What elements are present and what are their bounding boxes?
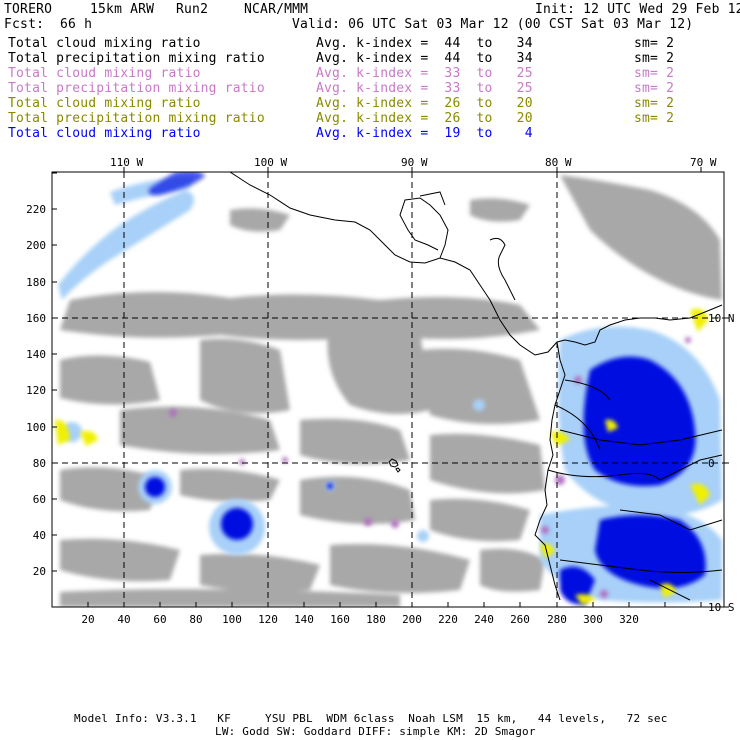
org-label: NCAR/MMM [244, 2, 309, 17]
y-tick-label: 160 [26, 312, 46, 325]
fcst-label: Fcst: [4, 17, 45, 32]
legend-sm: sm= 2 [634, 66, 675, 81]
legend-kindex: Avg. k-index = 26 to 20 [316, 111, 533, 126]
x-tick-label: 320 [619, 613, 639, 626]
y-tick-label: 180 [26, 276, 46, 289]
lat-lon-grid [52, 172, 724, 607]
model-name: TORERO [4, 2, 53, 17]
x-tick-label: 180 [366, 613, 386, 626]
x-axis-ticks: 20 40 60 80 100 120 140 160 180 200 220 … [81, 613, 639, 626]
legend-sm: sm= 2 [634, 51, 675, 66]
legend-sm: sm= 2 [634, 81, 675, 96]
valid-time: Valid: 06 UTC Sat 03 Mar 12 (00 CST Sat … [292, 17, 694, 32]
init-time: Init: 12 UTC Wed 29 Feb 12 [535, 2, 740, 17]
x-tick-label: 20 [81, 613, 94, 626]
model-info-line2: LW: Godd SW: Goddard DIFF: simple KM: 2D… [215, 725, 536, 738]
y-tick-label: 220 [26, 203, 46, 216]
x-tick-label: 120 [258, 613, 278, 626]
x-tick-label: 220 [438, 613, 458, 626]
legend-field: Total precipitation mixing ratio [8, 81, 265, 96]
lat-label: 0 [708, 457, 715, 470]
x-tick-label: 160 [330, 613, 350, 626]
legend-field: Total cloud mixing ratio [8, 126, 201, 141]
x-tick-label: 60 [153, 613, 166, 626]
x-tick-label: 100 [222, 613, 242, 626]
lat-label: 10 N [708, 312, 735, 325]
legend-sm: sm= 2 [634, 111, 675, 126]
x-tick-label: 280 [547, 613, 567, 626]
legend-field: Total cloud mixing ratio [8, 66, 201, 81]
lat-label: 10 S [708, 601, 735, 614]
lon-label: 90 W [401, 156, 428, 169]
tick-marks [52, 167, 729, 608]
fcst-hours: 66 h [60, 17, 93, 32]
y-tick-label: 200 [26, 239, 46, 252]
x-tick-label: 40 [117, 613, 130, 626]
y-tick-label: 100 [26, 421, 46, 434]
y-axis-ticks: 20 40 60 80 100 120 140 160 180 200 220 [26, 203, 46, 578]
longitude-labels: 110 W 100 W 90 W 80 W 70 W [110, 156, 717, 169]
legend-field: Total precipitation mixing ratio [8, 111, 265, 126]
legend-field: Total cloud mixing ratio [8, 36, 201, 51]
cloud-field-blue [145, 172, 706, 605]
model-resolution: 15km ARW [90, 2, 155, 17]
cloud-field-yellow [55, 308, 710, 605]
x-tick-label: 200 [402, 613, 422, 626]
lon-label: 110 W [110, 156, 143, 169]
lon-label: 70 W [690, 156, 717, 169]
lon-label: 80 W [545, 156, 572, 169]
legend-sm: sm= 2 [634, 96, 675, 111]
y-tick-label: 40 [33, 529, 46, 542]
x-tick-label: 260 [510, 613, 530, 626]
coastlines [229, 172, 723, 601]
model-info-line1: Model Info: V3.3.1 KF YSU PBL WDM 6class… [74, 712, 668, 725]
y-tick-label: 80 [33, 457, 46, 470]
x-tick-label: 80 [189, 613, 202, 626]
legend-sm: sm= 2 [634, 36, 675, 51]
legend-kindex: Avg. k-index = 44 to 34 [316, 51, 533, 66]
cloud-field-gray [60, 175, 722, 607]
latitude-labels: 10 N 0 10 S [708, 312, 735, 614]
lon-label: 100 W [254, 156, 287, 169]
y-tick-label: 140 [26, 348, 46, 361]
legend-field: Total precipitation mixing ratio [8, 51, 265, 66]
y-tick-label: 60 [33, 493, 46, 506]
run-label: Run2 [176, 2, 209, 17]
legend-kindex: Avg. k-index = 44 to 34 [316, 36, 533, 51]
x-tick-label: 300 [583, 613, 603, 626]
x-tick-label: 240 [474, 613, 494, 626]
y-tick-label: 20 [33, 565, 46, 578]
x-tick-label: 140 [294, 613, 314, 626]
legend-kindex: Avg. k-index = 33 to 25 [316, 81, 533, 96]
legend-kindex: Avg. k-index = 19 to 4 [316, 126, 533, 141]
y-tick-label: 120 [26, 384, 46, 397]
legend-field: Total cloud mixing ratio [8, 96, 201, 111]
legend-kindex: Avg. k-index = 33 to 25 [316, 66, 533, 81]
legend-kindex: Avg. k-index = 26 to 20 [316, 96, 533, 111]
